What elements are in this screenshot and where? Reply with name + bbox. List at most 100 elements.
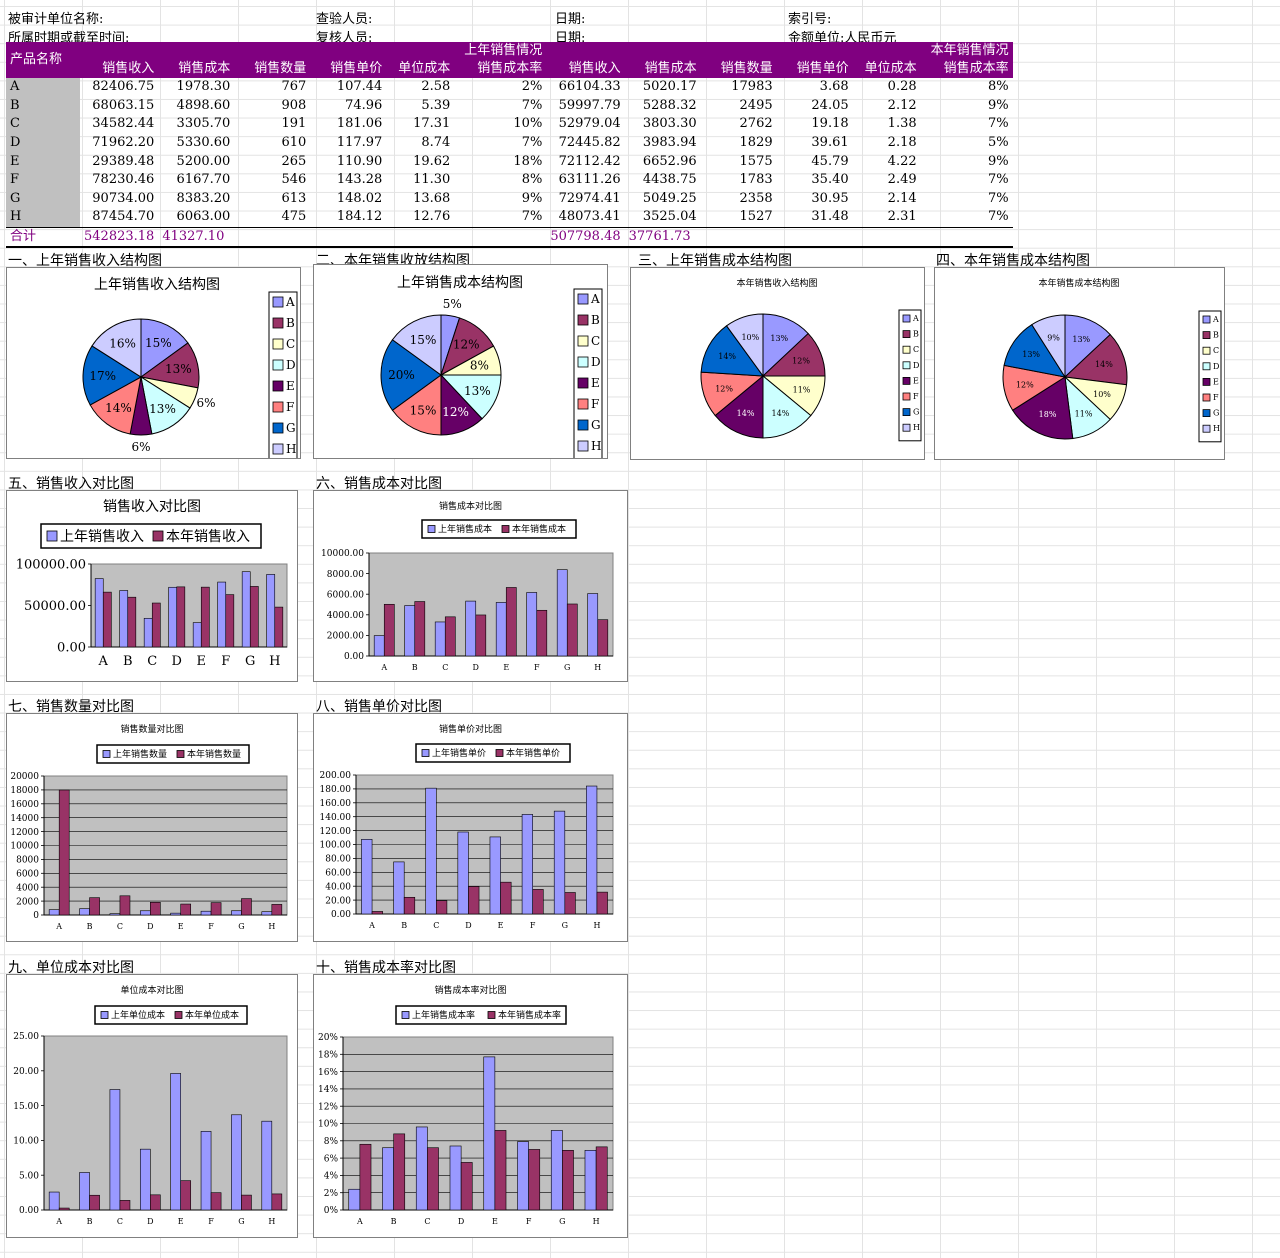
bar-previous [483, 1056, 496, 1211]
table-cell: 2.49 [887, 172, 917, 188]
table-cell: 17.31 [413, 116, 451, 132]
section-title: 八、销售单价对比图 [316, 699, 442, 715]
legend-box [40, 523, 262, 549]
bar-current [150, 901, 161, 916]
x-tick-label: A [55, 1217, 62, 1226]
table-cell: 3.68 [819, 79, 849, 95]
table-cell: 1978.30 [176, 79, 231, 95]
table-cell: 72974.41 [558, 190, 621, 206]
legend-label: G [1213, 409, 1219, 418]
column-header: 销售收入 [546, 60, 625, 78]
legend-swatch [272, 380, 284, 392]
x-tick-label: D [147, 1217, 153, 1226]
bar-current [494, 1130, 507, 1211]
y-tick-label: 50000.00 [24, 599, 86, 614]
legend-label: H [591, 439, 601, 453]
x-tick-label: H [594, 663, 601, 672]
section-title: 一、上年销售收入结构图 [8, 253, 162, 269]
table-cell: 7% [521, 209, 543, 225]
legend-swatch [577, 440, 589, 452]
table-cell: 475 [281, 209, 307, 225]
y-tick-label: 16000 [10, 800, 39, 810]
legend-swatch [577, 314, 589, 326]
bar-current [564, 892, 576, 915]
column-header: 销售成本 [158, 60, 235, 78]
table-cell: 34582.44 [92, 116, 155, 132]
pie-data-label: 11% [793, 386, 811, 395]
table-cell: 24.05 [811, 97, 849, 113]
product-name-cell: A [6, 78, 80, 97]
bar-current [597, 619, 609, 657]
legend-label: C [286, 337, 295, 351]
table-cell: 78230.46 [92, 172, 155, 188]
bar-chart-cost: 销售成本对比图 上年销售成本 本年销售成本 0.00 2000.00 4000.00 600… [313, 490, 628, 682]
x-tick-label: D [465, 921, 471, 930]
x-tick-label: H [268, 1217, 275, 1226]
pie-slice [391, 374, 442, 436]
table-cell: 2.12 [887, 97, 917, 113]
bar-chart-cost-rate: 销售成本率对比图 上年销售成本率 本年销售成本率 0% 2% 4% 6% 8% 10% 12% 14… [313, 974, 628, 1238]
legend-swatch [577, 398, 589, 410]
bar-previous [556, 569, 568, 657]
legend-box [421, 519, 577, 539]
product-name-cell: G [6, 189, 80, 209]
y-tick-label: 80.00 [325, 855, 351, 865]
empty-cell [310, 226, 387, 249]
empty-cell [386, 226, 455, 249]
pie-data-label: 14% [737, 409, 755, 418]
table-header-row: 产品名称 上年销售情况 本年销售情况 [6, 42, 1013, 78]
table-cell: 265 [281, 153, 307, 169]
y-tick-label: 6000 [16, 869, 39, 879]
legend-label: 上年销售成本 [438, 523, 492, 535]
table-row: A 82406.75 1978.30 767 107.44 2.58 2% 66104.33 5… [6, 78, 1013, 97]
pie-data-label: 14% [718, 352, 736, 361]
bar-current [89, 1194, 100, 1211]
pie-data-label: 12% [1016, 380, 1034, 389]
x-tick-label: C [117, 922, 123, 931]
column-header: 销售数量 [234, 60, 311, 78]
audited-unit-label: 被审计单位名称: [8, 12, 104, 27]
legend-swatch [421, 749, 430, 757]
legend-box [898, 309, 922, 442]
table-cell: 3305.70 [176, 116, 231, 132]
column-header: 单位成本 [386, 60, 455, 78]
table-cell: 5288.32 [642, 97, 697, 113]
table-cell: 12.76 [413, 209, 451, 225]
y-tick-label: 40.00 [325, 882, 351, 892]
y-tick-label: 8000 [16, 856, 39, 866]
x-tick-label: D [172, 654, 182, 669]
bar-current [536, 609, 548, 657]
bar-previous [415, 1126, 428, 1211]
table-row: H 87454.70 6063.00 475 184.12 12.76 7% 48073.41… [6, 208, 1013, 228]
column-header: 销售成本率 [920, 60, 1013, 78]
table-cell: 2% [521, 79, 543, 95]
pie-slice [391, 314, 442, 376]
bar-previous [449, 1145, 462, 1211]
table-cell: 18% [513, 153, 543, 169]
legend-swatch [902, 361, 911, 370]
pie-data-label: 13% [464, 384, 491, 398]
legend-swatch [1202, 315, 1211, 324]
legend-swatch [272, 317, 284, 329]
bar-current [532, 889, 544, 915]
table-cell: 908 [281, 97, 307, 113]
table-cell: 52979.04 [558, 116, 621, 132]
table-cell: 74.96 [345, 97, 383, 113]
table-cell: 71962.20 [92, 135, 155, 151]
y-tick-label: 0 [33, 911, 39, 921]
table-cell: 2762 [739, 116, 773, 132]
bar-previous [200, 910, 212, 916]
bar-chart-unit-price: 销售单价对比图 上年销售单价 本年销售单价 0.00 20.00 40.00 60.00 80… [313, 713, 628, 942]
y-tick-label: 8% [324, 1137, 339, 1147]
pie-data-label: 12% [453, 338, 480, 352]
bar-current [225, 594, 235, 648]
y-tick-label: 20000 [10, 772, 39, 782]
section-title: 十、销售成本率对比图 [316, 960, 456, 976]
bar-previous [143, 617, 153, 648]
table-cell: 613 [281, 190, 307, 206]
bar-previous [465, 600, 477, 657]
bar-previous [261, 1120, 273, 1211]
table-cell: 48073.41 [558, 209, 621, 225]
bar-current [151, 602, 161, 648]
legend-swatch [902, 377, 911, 385]
